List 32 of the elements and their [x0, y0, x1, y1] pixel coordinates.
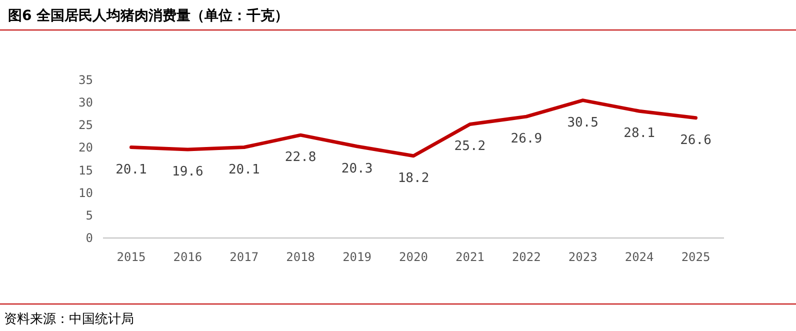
x-tick-label: 2015	[116, 250, 146, 264]
data-label: 19.6	[172, 164, 204, 180]
data-label: 26.6	[680, 132, 712, 148]
y-tick-label: 30	[78, 96, 93, 110]
x-tick-label: 2018	[286, 250, 316, 264]
y-tick-label: 0	[86, 231, 93, 245]
data-label: 30.5	[567, 115, 599, 130]
data-label: 26.9	[510, 132, 542, 147]
text: 资料来源：中国统计局	[4, 312, 134, 327]
y-tick-label: 5	[86, 208, 93, 222]
x-tick-label: 2023	[568, 250, 598, 264]
x-tick-label: 2024	[624, 250, 654, 264]
y-tick-label: 25	[78, 118, 93, 132]
x-tick-label: 2016	[173, 250, 202, 264]
data-label: 20.1	[116, 162, 147, 178]
data-label: 20.3	[341, 161, 373, 176]
x-tick-label: 2025	[681, 250, 710, 264]
data-label: 25.2	[454, 139, 486, 154]
y-tick-label: 35	[78, 73, 93, 87]
y-tick-label: 15	[78, 163, 93, 178]
y-tick-label: 10	[78, 186, 93, 200]
x-tick-label: 2017	[230, 250, 259, 264]
chart-title: 图6 全国居民人均猪肉消费量（单位：千克）	[8, 7, 289, 24]
data-label: 20.1	[228, 162, 260, 178]
data-label: 18.2	[398, 170, 430, 186]
x-tick-label: 2020	[399, 250, 428, 264]
x-tick-label: 2021	[456, 250, 484, 264]
data-label: 28.1	[624, 126, 655, 142]
x-tick-label: 2022	[512, 250, 541, 264]
x-tick-label: 2019	[342, 250, 372, 264]
y-tick-label: 20	[78, 140, 93, 155]
data-label: 22.8	[284, 150, 316, 166]
